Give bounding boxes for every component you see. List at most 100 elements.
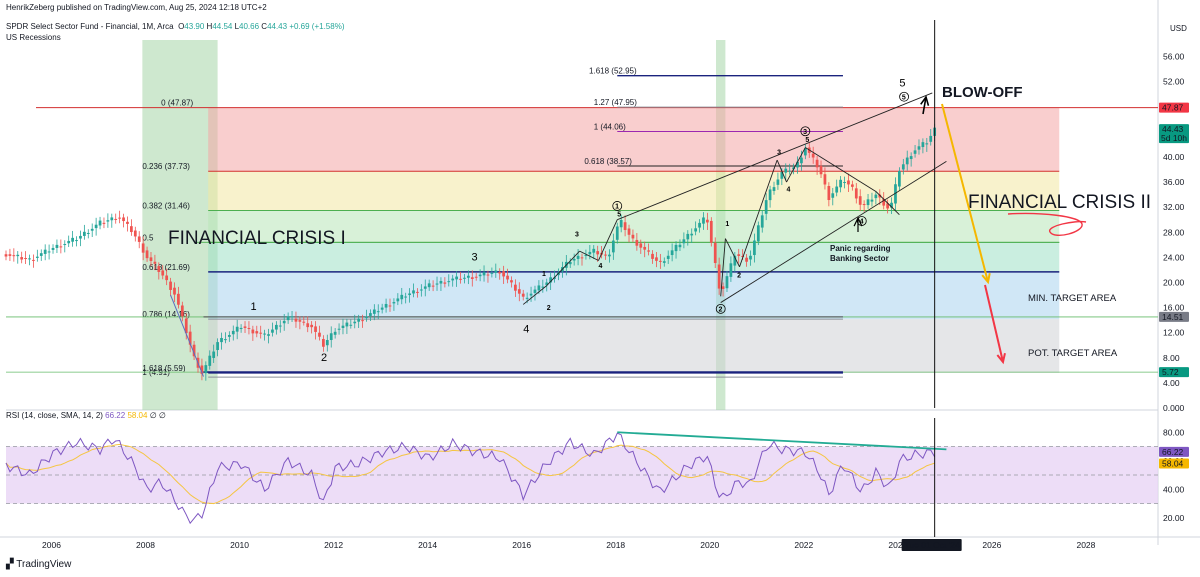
candle-body-0 <box>4 254 8 257</box>
footer-brand[interactable]: ▞ TradingView <box>6 559 72 570</box>
candle-body-81 <box>322 338 325 347</box>
candle-body-221 <box>870 199 874 202</box>
triangle-upper-line-2 <box>875 191 900 216</box>
candle-body-39 <box>157 266 161 272</box>
candle-body-199 <box>784 168 788 173</box>
candle-body-181 <box>713 242 717 264</box>
candle-body-36 <box>145 250 149 259</box>
wave-struct-5 <box>720 238 726 297</box>
currency-label[interactable]: USD <box>1170 24 1187 33</box>
candle-body-103 <box>408 293 411 296</box>
circled-label-1: 2 <box>719 306 723 313</box>
candle-body-183 <box>721 286 725 289</box>
y-tick-5: 36.00 <box>1163 177 1185 187</box>
candle-body-193 <box>760 215 764 228</box>
candle-body-48 <box>192 344 196 357</box>
candle-body-52 <box>208 355 212 366</box>
candle-body-59 <box>235 326 239 332</box>
candle-body-215 <box>847 180 850 185</box>
y-tick-0: 56.00 <box>1163 52 1185 62</box>
candle-body-161 <box>635 239 639 246</box>
fib-zone-0 <box>208 107 1060 172</box>
candle-body-164 <box>647 250 650 252</box>
rsi-ma-value: 58.04 <box>127 411 148 420</box>
cursor-date-label: Tue 01 Oct '24 <box>905 540 960 550</box>
candle-body-41 <box>165 275 169 281</box>
candle-body-93 <box>369 313 372 316</box>
candle-body-37 <box>149 257 153 261</box>
rsi-y-tick-2: 40.00 <box>1163 484 1185 494</box>
candle-body-97 <box>384 303 388 308</box>
candle-body-218 <box>858 196 862 205</box>
candle-body-133 <box>525 297 529 299</box>
candle-body-2 <box>12 255 16 257</box>
candle-body-53 <box>212 351 216 358</box>
candle-body-24 <box>98 220 102 226</box>
candle-body-23 <box>94 224 98 229</box>
candle-body-121 <box>478 274 482 277</box>
candle-body-102 <box>404 296 408 298</box>
candle-body-106 <box>419 289 423 291</box>
candle-body-220 <box>866 199 870 206</box>
fib-label-3: 1 (44.06) <box>594 122 626 131</box>
panic-up-arrow-head <box>853 216 863 227</box>
candle-body-232 <box>913 150 917 154</box>
wave-label-2: 3 <box>472 252 478 264</box>
candle-body-188 <box>741 255 745 257</box>
candle-body-86 <box>341 325 345 328</box>
candle-body-122 <box>482 272 486 276</box>
candle-body-74 <box>294 318 298 322</box>
y-tick-9: 20.00 <box>1163 277 1185 287</box>
candle-body-168 <box>662 261 666 263</box>
candle-body-114 <box>451 278 455 281</box>
candle-body-96 <box>380 307 384 310</box>
candle-body-184 <box>725 276 729 289</box>
price-badge-label-2: 14.51 <box>1162 312 1184 322</box>
wave-label-10: 1 <box>725 221 729 228</box>
candle-body-180 <box>709 220 713 243</box>
circled-label-3: 4 <box>860 219 864 226</box>
candle-body-226 <box>890 202 893 208</box>
circled-label-2: 3 <box>803 129 807 136</box>
financial-crisis-1-label: FINANCIAL CRISIS I <box>168 228 346 249</box>
candle-body-38 <box>153 261 157 264</box>
candle-body-26 <box>106 220 110 222</box>
circled-label-0: 1 <box>615 204 619 211</box>
candle-body-1 <box>8 254 12 256</box>
candle-body-19 <box>79 235 82 239</box>
candle-body-17 <box>71 237 74 242</box>
wave-label-8: 4 <box>598 263 602 270</box>
candle-body-30 <box>122 217 125 222</box>
candle-body-61 <box>243 326 247 328</box>
candle-body-231 <box>909 156 913 160</box>
candle-body-170 <box>670 250 674 256</box>
candle-body-67 <box>267 334 270 336</box>
candle-body-225 <box>886 203 890 209</box>
candle-body-211 <box>831 193 835 198</box>
candle-body-216 <box>850 184 854 187</box>
candle-body-156 <box>615 226 619 240</box>
candle-body-115 <box>455 276 458 280</box>
candle-body-15 <box>63 244 67 246</box>
wave-label-0: 1 <box>251 301 257 313</box>
fib-zone-3 <box>208 242 1060 272</box>
candle-body-198 <box>780 171 784 179</box>
x-tick-11: 2028 <box>1076 540 1095 550</box>
wave-label-4: 5 <box>899 78 905 90</box>
fib-label-4: 0.618 (38.57) <box>584 157 632 166</box>
candle-body-100 <box>396 298 400 302</box>
candle-body-12 <box>51 247 55 250</box>
candle-body-176 <box>694 228 698 232</box>
candle-body-212 <box>835 186 839 193</box>
candle-body-233 <box>917 146 921 150</box>
candle-body-203 <box>800 157 803 164</box>
candle-body-73 <box>290 316 294 318</box>
price-badge-label-0: 47.87 <box>1162 103 1184 113</box>
candle-body-162 <box>639 243 643 248</box>
candle-body-207 <box>815 159 819 168</box>
candle-body-150 <box>592 248 596 253</box>
candle-body-217 <box>854 188 858 199</box>
x-tick-8: 2022 <box>794 540 813 550</box>
